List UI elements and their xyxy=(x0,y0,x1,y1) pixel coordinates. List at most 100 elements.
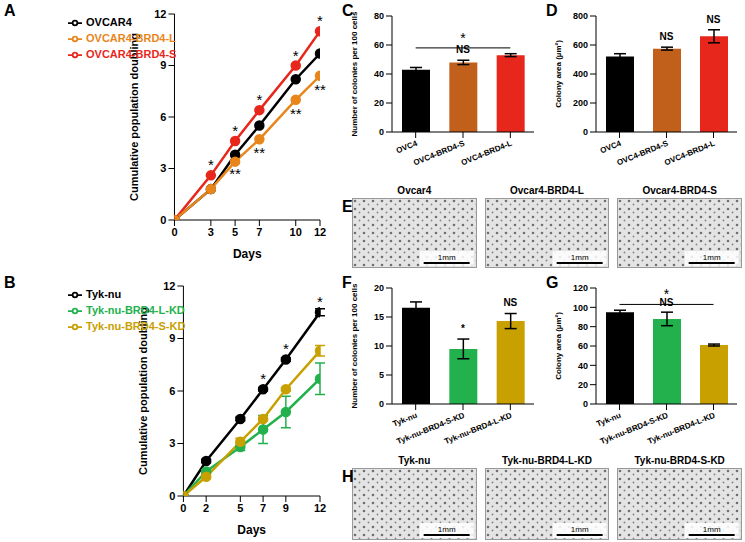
svg-text:0: 0 xyxy=(160,214,166,226)
svg-text:NS: NS xyxy=(659,297,674,309)
svg-text:1mm: 1mm xyxy=(438,525,456,534)
svg-text:*: * xyxy=(664,286,670,302)
svg-text:*: * xyxy=(461,323,465,334)
svg-text:OVC4-BRD4-L: OVC4-BRD4-L xyxy=(460,139,513,168)
svg-text:Tyk-nu-BRD4-S-KD: Tyk-nu-BRD4-S-KD xyxy=(599,410,670,447)
svg-text:Tyk-nu: Tyk-nu xyxy=(595,411,622,429)
html-text:A: A xyxy=(4,2,16,19)
svg-text:**: ** xyxy=(314,81,326,98)
html-text:C: C xyxy=(342,2,354,19)
svg-text:OVC4-BRD4-L: OVC4-BRD4-L xyxy=(663,139,716,168)
svg-text:*: * xyxy=(256,91,262,108)
svg-text:60: 60 xyxy=(374,40,384,50)
svg-text:**: ** xyxy=(290,105,302,122)
svg-text:60: 60 xyxy=(578,341,588,351)
svg-text:0: 0 xyxy=(379,127,384,137)
svg-text:*: * xyxy=(208,156,214,173)
svg-text:6: 6 xyxy=(160,111,166,123)
svg-text:*: * xyxy=(317,293,323,310)
html-text:Tyk-nu-BRD4-L-KD: Tyk-nu-BRD4-L-KD xyxy=(86,304,185,317)
svg-text:40: 40 xyxy=(374,69,384,79)
html-text:Tyk-nu-BRD4-S-KD: Tyk-nu-BRD4-S-KD xyxy=(86,320,186,333)
svg-text:5: 5 xyxy=(232,226,238,238)
svg-text:2: 2 xyxy=(203,502,209,514)
svg-text:**: ** xyxy=(229,165,241,182)
html-text:D: D xyxy=(546,2,558,19)
svg-text:20: 20 xyxy=(374,98,384,108)
svg-text:20: 20 xyxy=(578,380,588,390)
svg-text:400: 400 xyxy=(573,69,588,79)
svg-text:*: * xyxy=(460,30,466,46)
svg-text:20: 20 xyxy=(374,283,384,293)
svg-text:7: 7 xyxy=(256,226,262,238)
html-text:OVCAR4-BRD4-L: OVCAR4-BRD4-L xyxy=(86,32,176,45)
svg-text:3: 3 xyxy=(160,162,166,174)
svg-text:OVC4: OVC4 xyxy=(395,139,419,156)
svg-text:1mm: 1mm xyxy=(438,253,456,262)
svg-text:Tyk-nu: Tyk-nu xyxy=(391,411,418,429)
svg-text:*: * xyxy=(293,47,299,64)
svg-text:*: * xyxy=(317,12,323,29)
svg-text:OVC4: OVC4 xyxy=(599,139,623,156)
svg-text:800: 800 xyxy=(573,11,588,21)
svg-text:1mm: 1mm xyxy=(570,525,588,534)
svg-text:80: 80 xyxy=(578,322,588,332)
svg-text:12: 12 xyxy=(163,280,175,292)
svg-text:OVC4-BRD4-S: OVC4-BRD4-S xyxy=(412,139,466,168)
svg-text:12: 12 xyxy=(314,226,326,238)
svg-text:80: 80 xyxy=(374,11,384,21)
svg-text:*: * xyxy=(283,340,289,357)
svg-text:10: 10 xyxy=(374,341,384,351)
svg-text:Number of colonies per 100 cel: Number of colonies per 100 cells xyxy=(350,283,359,408)
svg-text:9: 9 xyxy=(283,502,289,514)
svg-text:6: 6 xyxy=(169,385,175,397)
html-text:G: G xyxy=(546,274,559,291)
svg-text:0: 0 xyxy=(583,399,588,409)
svg-text:0: 0 xyxy=(379,399,384,409)
svg-text:Days: Days xyxy=(237,523,266,537)
svg-text:9: 9 xyxy=(160,59,166,71)
svg-text:12: 12 xyxy=(154,8,166,20)
html-text:OVCAR4-BRD4-S: OVCAR4-BRD4-S xyxy=(86,48,177,61)
svg-text:0: 0 xyxy=(169,490,175,502)
svg-text:Tyk-nu-BRD4-S-KD: Tyk-nu-BRD4-S-KD xyxy=(395,410,466,447)
svg-text:1mm: 1mm xyxy=(703,253,721,262)
svg-text:10: 10 xyxy=(290,226,302,238)
svg-text:0: 0 xyxy=(171,226,177,238)
svg-text:12: 12 xyxy=(314,502,326,514)
svg-text:1mm: 1mm xyxy=(570,253,588,262)
svg-text:100: 100 xyxy=(573,303,588,313)
svg-text:0: 0 xyxy=(180,502,186,514)
svg-text:0: 0 xyxy=(583,127,588,137)
svg-text:7: 7 xyxy=(260,502,266,514)
svg-text:NS: NS xyxy=(503,297,517,308)
svg-text:15: 15 xyxy=(374,312,384,322)
svg-text:3: 3 xyxy=(169,437,175,449)
html-text:Tyk-nu: Tyk-nu xyxy=(86,288,122,300)
html-text:B: B xyxy=(4,274,16,291)
svg-text:NS: NS xyxy=(707,14,721,25)
svg-text:5: 5 xyxy=(237,502,243,514)
svg-text:Tyk-nu-BRD4-L-KD: Tyk-nu-BRD4-L-KD xyxy=(646,411,716,446)
svg-text:200: 200 xyxy=(573,98,588,108)
svg-text:5: 5 xyxy=(379,370,384,380)
svg-text:600: 600 xyxy=(573,40,588,50)
svg-text:NS: NS xyxy=(660,31,674,42)
svg-text:Number of colonies per 100 cel: Number of colonies per 100 cells xyxy=(350,11,359,136)
svg-text:120: 120 xyxy=(573,283,588,293)
svg-text:Days: Days xyxy=(233,247,262,261)
svg-text:OVC4-BRD4-S: OVC4-BRD4-S xyxy=(616,139,670,168)
svg-text:*: * xyxy=(260,370,266,387)
svg-text:Colony area (µm²): Colony area (µm²) xyxy=(554,40,563,108)
svg-text:**: ** xyxy=(254,144,266,161)
html-text:OVCAR4: OVCAR4 xyxy=(86,16,132,28)
svg-text:Cumulative population doubling: Cumulative population doubling xyxy=(137,307,149,475)
svg-text:*: * xyxy=(232,122,238,139)
svg-text:Tyk-nu-BRD4-L-KD: Tyk-nu-BRD4-L-KD xyxy=(443,411,513,446)
svg-text:3: 3 xyxy=(208,226,214,238)
svg-text:1mm: 1mm xyxy=(703,525,721,534)
svg-text:40: 40 xyxy=(578,361,588,371)
svg-text:Colony area (µm²): Colony area (µm²) xyxy=(554,312,563,380)
svg-text:Cumulative population doubling: Cumulative population doubling xyxy=(128,33,140,201)
svg-text:9: 9 xyxy=(169,332,175,344)
